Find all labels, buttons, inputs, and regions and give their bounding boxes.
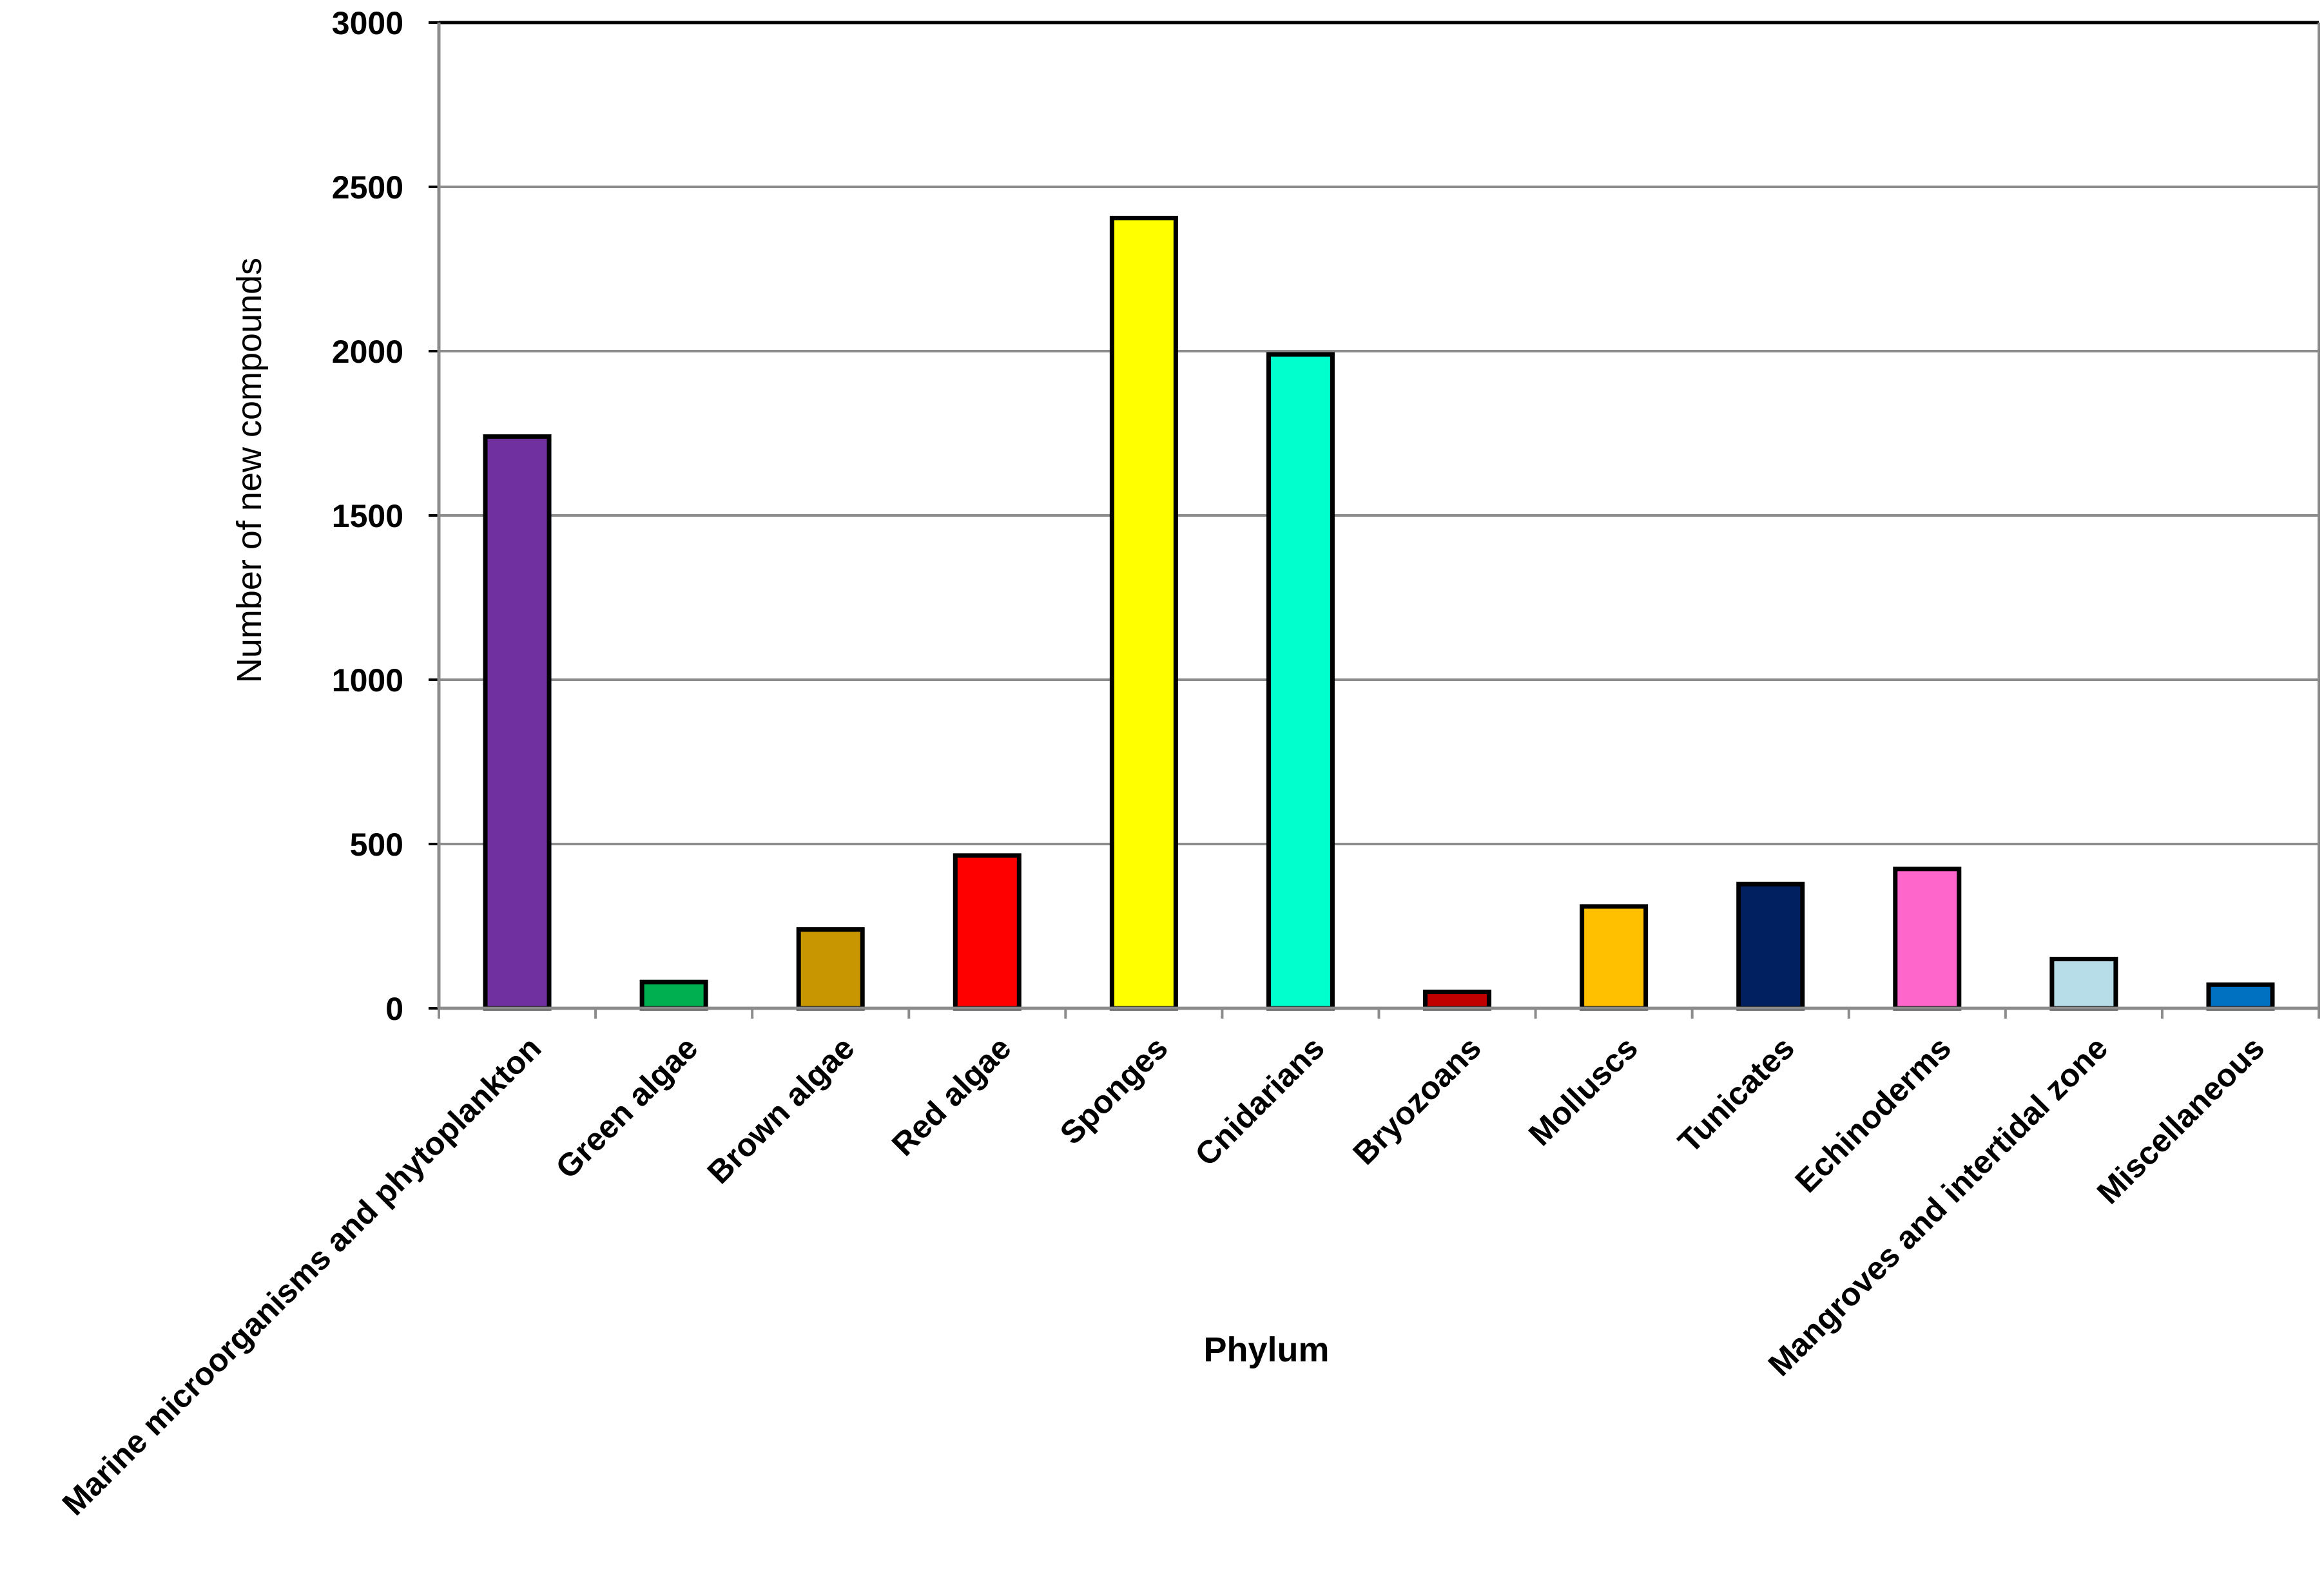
bar [1109,215,1178,1011]
bar [953,853,1022,1011]
y-tick-label: 1000 [332,662,403,698]
x-tick-label: Molluscs [1522,1030,1645,1153]
gridlines [439,186,2319,845]
x-tick-label: Bryozoans [1346,1030,1487,1171]
x-tick-label: Echinoderms [1788,1030,1958,1200]
y-tick-label: 1500 [332,498,403,534]
y-axis-title: Number of new compounds [230,258,269,683]
y-tick-label: 2500 [332,169,403,206]
y-tick-label: 2000 [332,334,403,370]
x-axis-title: Phylum [1203,1330,1329,1369]
bar [1736,881,1805,1011]
y-tick-label: 0 [385,991,403,1027]
bar [639,979,708,1011]
axes [429,21,2320,1019]
x-tick-label: Tunicates [1671,1030,1801,1160]
x-tick-label: Marine microorganisms and phytoplankton [55,1030,548,1522]
bar [1423,990,1492,1011]
bar [796,927,865,1011]
y-tick-label: 3000 [332,5,403,41]
bar [2049,957,2118,1011]
y-tick-label: 500 [350,827,403,863]
x-tick-label: Green algae [548,1030,704,1185]
bar [2206,982,2275,1011]
bar [1580,904,1649,1011]
bar [1893,867,1962,1011]
x-tick-labels: Marine microorganisms and phytoplankton G… [55,1030,2271,1522]
x-tick-label: Red algae [885,1030,1018,1163]
bar [483,434,552,1011]
bars [483,215,2275,1011]
x-tick-label: Brown algae [701,1030,862,1191]
x-tick-label: Miscellaneous [2090,1030,2271,1211]
x-tick-label: Sponges [1053,1030,1175,1151]
bar [1266,352,1335,1011]
y-tick-labels: 0 500 1000 1500 2000 2500 3000 [332,5,403,1027]
x-tick-label: Cnidarians [1188,1030,1331,1173]
x-tick-label: Mangroves and intertidal zone [1761,1030,2115,1383]
